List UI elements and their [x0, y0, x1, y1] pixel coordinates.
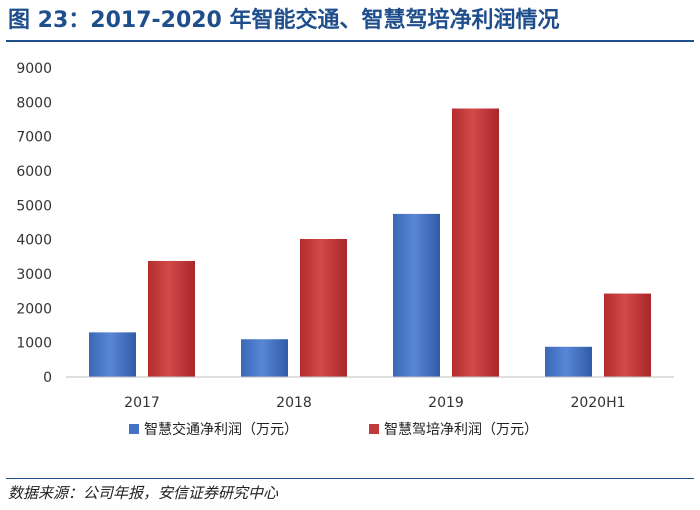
- source-note: 数据来源：公司年报，安信证券研究中心: [8, 484, 279, 502]
- x-tick-label: 2017: [124, 395, 160, 411]
- title-divider: [6, 40, 694, 42]
- y-tick-label: 7000: [16, 130, 52, 146]
- series1-bar-2020h1: [545, 346, 592, 377]
- y-tick-label: 4000: [16, 233, 52, 249]
- y-axis-ticks: 0 1000 2000 3000 4000 5000 6000 7000 8000 9000: [16, 61, 52, 386]
- chart-title: 图 23：2017-2020 年智能交通、智慧驾培净利润情况: [8, 8, 560, 33]
- series2-bar-2017: [148, 260, 195, 377]
- legend-swatch-series2: [369, 424, 379, 434]
- x-axis-ticks: 2017 2018 2019 2020H1: [124, 395, 625, 411]
- legend-label-series2: 智慧驾培净利润（万元）: [384, 422, 538, 438]
- legend-label-series1: 智慧交通净利润（万元）: [144, 421, 298, 438]
- series2-bar-2019: [452, 108, 499, 377]
- y-tick-label: 6000: [16, 164, 52, 180]
- y-tick-label: 9000: [16, 61, 52, 77]
- series1-bar-2018: [241, 339, 288, 377]
- legend-swatch-series1: [129, 424, 139, 434]
- series2-bar-2020h1: [604, 293, 651, 377]
- x-tick-label: 2018: [276, 395, 312, 411]
- series1-bar-2019: [393, 213, 440, 377]
- x-tick-label: 2019: [428, 395, 464, 411]
- y-tick-label: 8000: [16, 95, 52, 111]
- bar-chart: 0 1000 2000 3000 4000 5000 6000 7000 8000 9000 20…: [16, 61, 674, 438]
- series2-bar-2018: [300, 238, 347, 377]
- y-tick-label: 0: [43, 370, 52, 386]
- x-tick-label: 2020H1: [570, 395, 625, 411]
- bars: [89, 108, 651, 377]
- series1-bar-2017: [89, 332, 136, 377]
- y-tick-label: 3000: [16, 267, 52, 283]
- y-tick-label: 1000: [16, 336, 52, 352]
- y-tick-label: 5000: [16, 198, 52, 214]
- source-divider: [6, 478, 694, 479]
- legend: 智慧交通净利润（万元） 智慧驾培净利润（万元）: [129, 421, 538, 438]
- y-tick-label: 2000: [16, 301, 52, 317]
